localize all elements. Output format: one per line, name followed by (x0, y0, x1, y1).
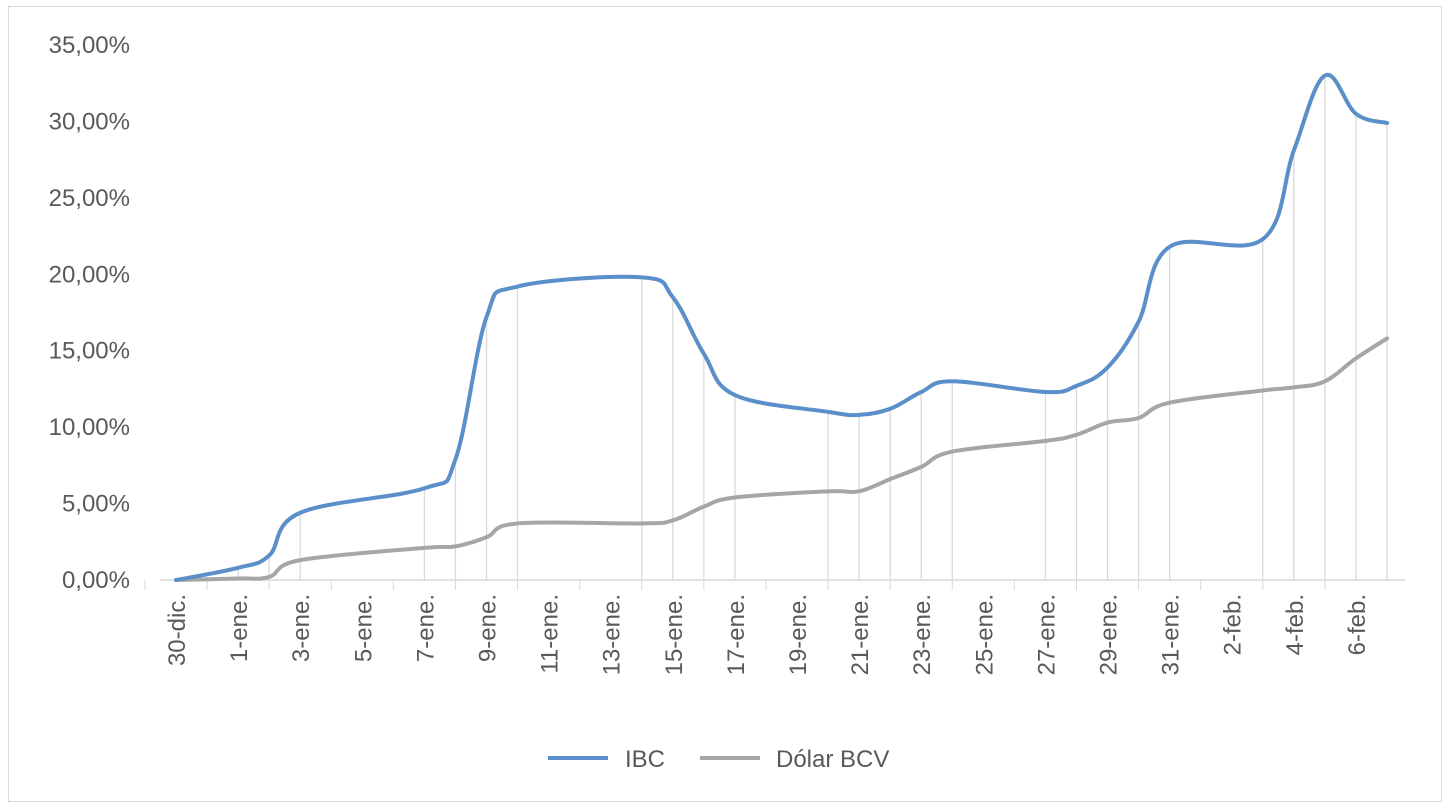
x-tick-label: 11-ene. (537, 594, 564, 674)
y-tick-label: 30,00% (49, 108, 130, 135)
y-tick-label: 0,00% (62, 567, 130, 594)
x-tick-label: 1-ene. (226, 594, 253, 662)
legend: IBC Dólar BCV (548, 746, 889, 773)
legend-label: Dólar BCV (776, 746, 889, 773)
y-tick-label: 15,00% (49, 338, 130, 365)
series-line-d-lar-bcv (174, 336, 1389, 582)
x-tick-label: 30-dic. (164, 594, 191, 666)
x-tick-label: 15-ene. (661, 594, 688, 675)
x-tick-label: 31-ene. (1158, 594, 1185, 675)
y-tick-label: 10,00% (49, 414, 130, 441)
x-tick-label: 25-ene. (971, 594, 998, 675)
drop-lines (237, 75, 1388, 580)
chart-frame (8, 6, 1442, 802)
x-tick-label: 5-ene. (350, 594, 377, 662)
series-lines (174, 72, 1389, 582)
x-axis-tick-marks (144, 580, 1326, 590)
x-tick-label: 17-ene. (723, 594, 750, 675)
x-tick-label: 19-ene. (785, 594, 812, 675)
x-tick-label: 7-ene. (412, 594, 439, 662)
x-tick-label: 9-ene. (475, 594, 502, 662)
y-tick-label: 20,00% (49, 261, 130, 288)
y-tick-label: 35,00% (49, 32, 130, 59)
x-tick-label: 23-ene. (909, 594, 936, 675)
x-tick-label: 27-ene. (1033, 594, 1060, 675)
y-tick-label: 25,00% (49, 185, 130, 212)
x-tick-label: 2-feb. (1220, 594, 1247, 655)
x-tick-label: 4-feb. (1282, 594, 1309, 655)
series-line-ibc (174, 72, 1389, 582)
x-tick-label: 6-feb. (1344, 594, 1371, 655)
x-tick-label: 21-ene. (847, 594, 874, 675)
x-tick-label: 3-ene. (288, 594, 315, 662)
y-axis-tick-labels: 0,00% 5,00% 10,00% 15,00% 20,00% 25,00% 30,00%… (49, 32, 130, 594)
x-tick-label: 29-ene. (1096, 594, 1123, 675)
legend-label: IBC (625, 746, 665, 773)
x-tick-label: 13-ene. (599, 594, 626, 675)
y-tick-label: 5,00% (62, 491, 130, 518)
x-axis-tick-labels: 30-dic. 1-ene. 3-ene. 5-ene. 7-ene. 9-ene. 11-… (164, 594, 1371, 675)
